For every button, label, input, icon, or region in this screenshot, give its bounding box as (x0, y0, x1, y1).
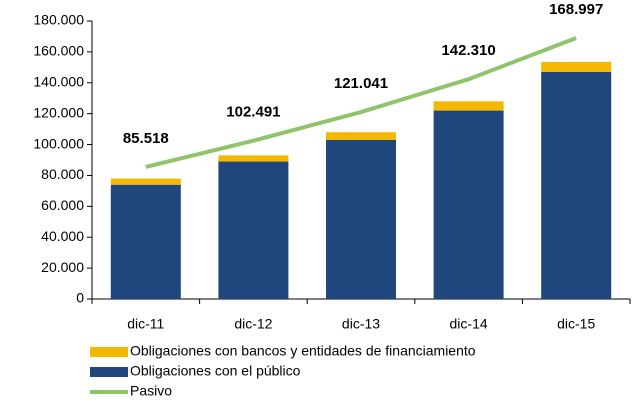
x-tick-label: dic-14 (450, 316, 488, 332)
legend-label: Obligaciones con bancos y entidades de f… (130, 343, 476, 359)
y-tick-label: 80.000 (41, 166, 84, 182)
legend-swatch (90, 347, 128, 357)
y-tick-label: 20.000 (41, 259, 84, 275)
bar (218, 161, 289, 299)
legend-swatch (90, 367, 128, 377)
bar (110, 184, 181, 299)
x-tick-label: dic-15 (557, 316, 595, 332)
value-label: 168.997 (549, 1, 603, 18)
y-tick-label: 40.000 (41, 228, 84, 244)
value-label: 102.491 (226, 104, 280, 121)
bar (433, 101, 504, 111)
line (145, 36, 577, 169)
y-tick-label: 120.000 (33, 104, 84, 120)
value-label: 142.310 (441, 42, 495, 59)
y-tick-label: 160.000 (33, 43, 84, 59)
bar (541, 61, 612, 72)
bar (326, 139, 396, 299)
y-tick-label: 100.000 (33, 135, 84, 151)
x-tick-label: dic-13 (342, 316, 380, 332)
x-tick-label: dic-12 (234, 316, 272, 332)
bar (433, 110, 504, 299)
x-tick-label: dic-11 (127, 316, 164, 332)
bar (326, 132, 396, 140)
legend-label: Pasivo (130, 383, 172, 399)
value-label: 121.041 (334, 75, 388, 92)
y-tick-label: 0 (76, 290, 84, 306)
y-tick-label: 180.000 (33, 12, 84, 28)
y-tick-label: 140.000 (33, 73, 84, 89)
bar (541, 71, 612, 299)
bar (110, 178, 181, 185)
y-tick-label: 60.000 (41, 197, 84, 213)
legend-label: Obligaciones con el público (130, 363, 301, 379)
bar (218, 155, 289, 162)
value-label: 85.518 (123, 130, 169, 147)
